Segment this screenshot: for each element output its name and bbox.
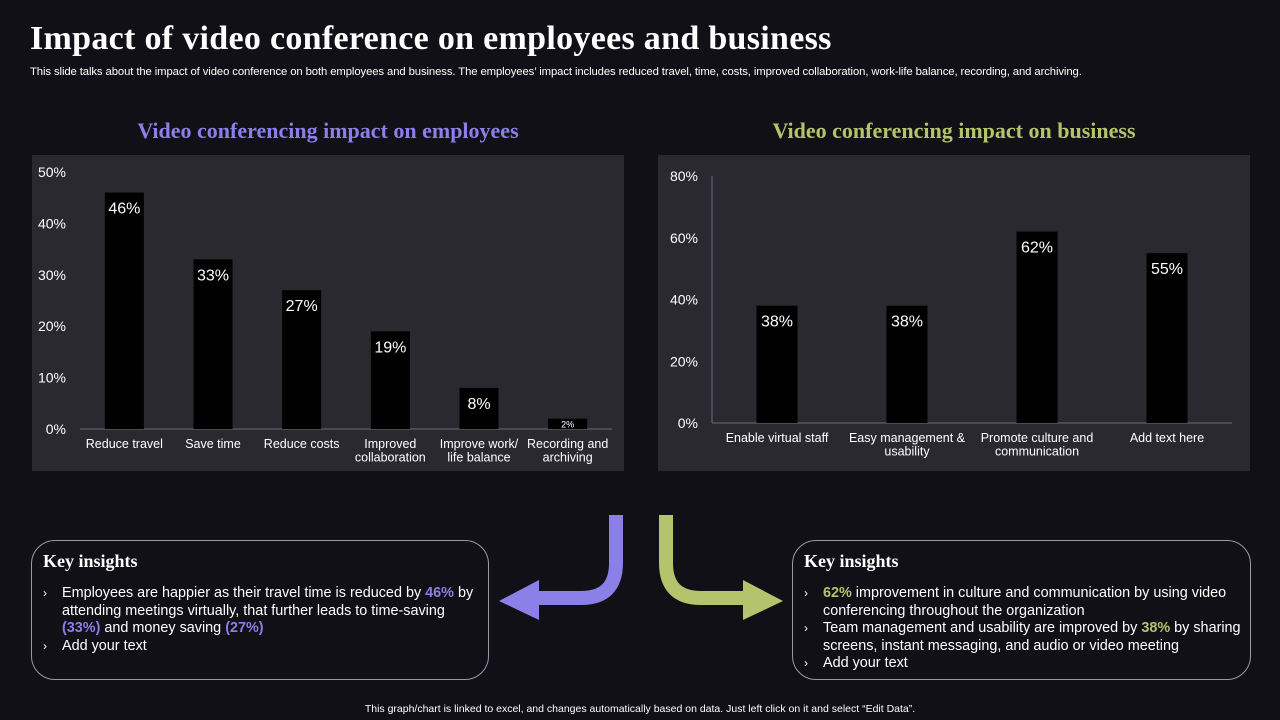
bar[interactable] — [104, 192, 144, 429]
list-item: › Add your text — [803, 655, 1242, 673]
x-tick-label: Improved — [364, 437, 416, 451]
list-item: › Employees are happier as their travel … — [42, 585, 480, 638]
highlight-value: 38% — [1141, 620, 1171, 637]
footer-note: This graph/chart is linked to excel, and… — [364, 703, 916, 715]
key-insights-title: Key insights — [43, 551, 138, 571]
y-tick-label: 60% — [670, 230, 698, 246]
x-tick-label: Add text here — [1130, 431, 1204, 445]
insight-text: Team management and usability are improv… — [823, 620, 1142, 637]
x-tick-label: Enable virtual staff — [726, 431, 829, 445]
employees-bar-chart[interactable]: 0% 10% 20% 30% 40% 50% 46% Reduce travel 33% Save… — [32, 155, 624, 471]
y-tick-label: 10% — [38, 370, 66, 386]
insight-text: Add your text — [823, 655, 908, 672]
chevron-right-icon: › — [804, 656, 808, 671]
y-tick-label: 0% — [678, 415, 698, 431]
list-item: › Add your text — [42, 638, 480, 656]
x-tick-label: collaboration — [355, 451, 426, 465]
slide-subtitle: This slide talks about the impact of vid… — [30, 66, 1082, 78]
bar[interactable] — [1146, 253, 1188, 423]
x-tick-label: archiving — [543, 451, 593, 465]
x-tick-label: Save time — [185, 437, 241, 451]
bar[interactable] — [1016, 231, 1058, 423]
list-item: › 62% improvement in culture and communi… — [803, 585, 1242, 620]
bar[interactable] — [370, 331, 410, 429]
chevron-right-icon: › — [804, 621, 808, 636]
employees-chart-panel[interactable]: 0% 10% 20% 30% 40% 50% 46% Reduce travel 33% Save… — [32, 155, 624, 471]
bar[interactable] — [282, 290, 322, 429]
chevron-right-icon: › — [43, 586, 47, 600]
data-label: 19% — [374, 339, 406, 356]
insight-text: by sharing screens, instant messaging, a… — [823, 620, 1241, 654]
highlight-value: (33%) — [62, 620, 101, 637]
x-tick-label: Improve work/ — [440, 437, 519, 451]
insights-list: › Employees are happier as their travel … — [42, 585, 480, 655]
data-label: 33% — [197, 267, 229, 284]
y-tick-label: 50% — [38, 164, 66, 180]
business-key-insights-box: Key insights › 62% improvement in cultur… — [792, 540, 1251, 680]
y-tick-label: 80% — [670, 168, 698, 184]
key-insights-title: Key insights — [804, 551, 899, 571]
employees-key-insights-box: Key insights › Employees are happier as … — [31, 540, 489, 680]
y-tick-label: 40% — [38, 215, 66, 231]
business-chart-panel[interactable]: 0% 20% 40% 60% 80% 38% Enable virtual staff 38%… — [658, 155, 1250, 471]
data-label: 38% — [891, 314, 923, 331]
data-label: 2% — [561, 420, 574, 430]
chevron-right-icon: › — [43, 638, 47, 653]
business-bar-chart[interactable]: 0% 20% 40% 60% 80% 38% Enable virtual staff 38%… — [658, 155, 1250, 471]
data-label: 38% — [761, 314, 793, 331]
insight-text: improvement in culture and communication… — [823, 585, 1227, 619]
chevron-right-icon: › — [804, 586, 808, 600]
data-label: 46% — [108, 201, 140, 218]
x-tick-label: Easy management & — [849, 431, 966, 445]
x-tick-label: Recording and — [527, 437, 608, 451]
highlight-value: 62% — [823, 585, 852, 601]
insight-text: Add your text — [62, 637, 147, 654]
y-tick-label: 20% — [670, 353, 698, 369]
highlight-value: 46% — [425, 585, 454, 601]
employees-chart-title: Video conferencing impact on employees — [137, 118, 519, 143]
insight-text: and money saving — [100, 620, 226, 637]
x-tick-label: usability — [884, 445, 930, 459]
y-tick-label: 0% — [46, 421, 66, 437]
y-tick-label: 20% — [38, 318, 66, 334]
insight-text: Employees are happier as their travel ti… — [62, 585, 426, 601]
data-label: 27% — [286, 298, 318, 315]
y-tick-label: 40% — [670, 292, 698, 308]
bar[interactable] — [548, 418, 588, 429]
x-tick-label: Reduce costs — [264, 437, 340, 451]
insights-list: › 62% improvement in culture and communi… — [803, 585, 1242, 673]
x-tick-label: Reduce travel — [86, 437, 163, 451]
x-tick-label: communication — [995, 445, 1079, 459]
left-curved-arrow-icon — [499, 515, 623, 620]
data-label: 55% — [1151, 261, 1183, 278]
slide-title: Impact of video conference on employees … — [30, 20, 832, 57]
insight-text: by attending meetings virtually, that fu… — [62, 585, 474, 619]
list-item: › Team management and usability are impr… — [803, 620, 1242, 655]
x-tick-label: Promote culture and — [981, 431, 1094, 445]
bar[interactable] — [193, 259, 233, 429]
business-chart-title: Video conferencing impact on business — [772, 118, 1136, 143]
bar[interactable] — [886, 305, 928, 423]
highlight-value: (27%) — [225, 620, 264, 637]
right-curved-arrow-icon — [659, 515, 783, 620]
data-label: 8% — [467, 396, 490, 413]
y-tick-label: 30% — [38, 267, 66, 283]
bar[interactable] — [459, 387, 499, 429]
bar[interactable] — [756, 305, 798, 423]
data-label: 62% — [1021, 240, 1053, 257]
x-tick-label: life balance — [447, 451, 510, 465]
